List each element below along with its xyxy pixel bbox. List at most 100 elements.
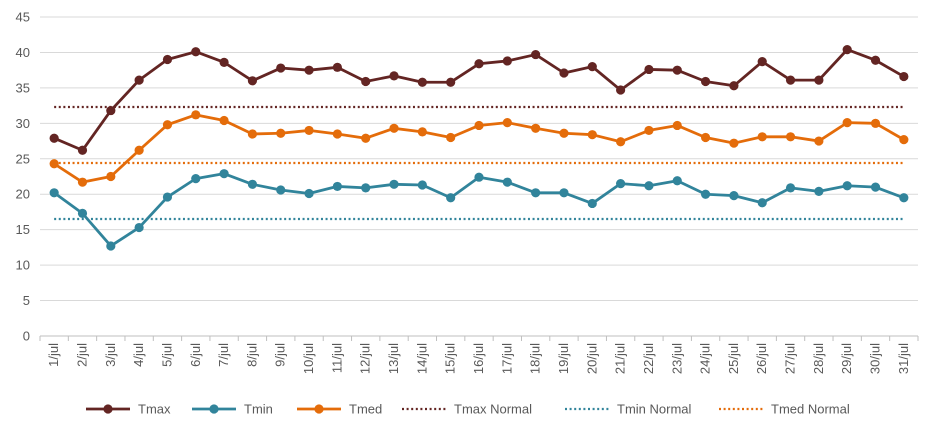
data-point-tmin — [672, 176, 682, 186]
y-tick-label: 5 — [23, 293, 30, 308]
series-group — [49, 45, 909, 251]
y-tick-label: 15 — [16, 222, 30, 237]
data-point-tmax — [389, 71, 399, 81]
data-point-tmin — [587, 198, 597, 209]
data-point-tmin — [644, 181, 654, 191]
data-point-tmin — [389, 179, 399, 189]
x-tick-label: 8/jul — [244, 343, 259, 367]
x-tick-label: 4/jul — [131, 343, 146, 367]
data-point-tmed — [389, 123, 399, 133]
x-tick-label: 14/jul — [414, 343, 429, 374]
data-point-tmin — [814, 186, 824, 196]
data-point-tmin — [49, 188, 59, 198]
data-point-tmax — [616, 85, 626, 95]
data-point-tmax — [785, 75, 796, 85]
data-point-tmed — [502, 118, 512, 128]
data-point-tmed — [531, 123, 541, 133]
data-point-tmed — [276, 128, 286, 138]
data-point-tmed — [361, 133, 371, 143]
data-point-tmin — [417, 180, 427, 190]
data-point-tmax — [531, 49, 541, 60]
legend-item-tmax: Tmax — [86, 402, 171, 417]
x-tick-label: 30/jul — [868, 343, 883, 374]
data-point-tmax — [332, 62, 342, 72]
data-point-tmed — [417, 127, 427, 137]
x-tick-label: 20/jul — [584, 343, 599, 374]
data-point-tmax — [842, 45, 852, 55]
y-tick-label: 25 — [16, 151, 30, 166]
legend-label: Tmed Normal — [771, 402, 850, 417]
data-point-tmax — [474, 59, 484, 69]
data-point-tmax — [559, 68, 569, 78]
data-point-tmin — [474, 172, 484, 182]
data-point-tmin — [361, 183, 371, 193]
series-line-tmin — [53, 172, 905, 248]
data-point-tmax — [587, 62, 597, 72]
data-point-tmed — [559, 128, 569, 138]
data-point-tmax — [644, 64, 654, 75]
data-point-tmax — [672, 65, 682, 75]
x-tick-label: 28/jul — [811, 343, 826, 374]
y-tick-label: 40 — [16, 45, 30, 60]
data-point-tmax — [106, 105, 116, 116]
x-tick-label: 12/jul — [358, 343, 373, 374]
data-point-tmin — [700, 189, 711, 199]
x-tick-label: 2/jul — [74, 343, 89, 367]
y-axis: 0 5 10 15 20 25 30 35 40 45 — [16, 10, 30, 344]
data-point-tmax — [49, 133, 59, 143]
data-point-tmax — [219, 57, 229, 67]
data-point-tmed — [219, 115, 229, 126]
data-point-tmin — [304, 188, 314, 199]
x-tick-label: 5/jul — [159, 343, 174, 367]
data-point-tmin — [531, 188, 541, 198]
data-point-tmed — [757, 132, 767, 142]
data-point-tmin — [842, 181, 852, 191]
data-point-tmin — [870, 182, 881, 192]
x-tick-label: 13/jul — [386, 343, 401, 374]
data-point-tmax — [502, 56, 512, 66]
data-point-tmed — [870, 118, 881, 128]
data-point-tmax — [191, 47, 201, 57]
data-point-tmed — [474, 120, 484, 131]
data-point-tmed — [446, 132, 456, 143]
x-tick-label: 26/jul — [754, 343, 769, 374]
data-point-tmed — [106, 171, 116, 182]
data-point-tmin — [106, 241, 116, 251]
y-tick-label: 20 — [16, 187, 30, 202]
data-point-tmed — [247, 129, 258, 139]
x-tick-label: 16/jul — [471, 343, 486, 374]
legend-label: Tmed — [349, 402, 382, 417]
x-tick-label: 6/jul — [188, 343, 203, 367]
x-tick-label: 11/jul — [329, 343, 344, 373]
x-tick-label: 25/jul — [726, 343, 741, 374]
data-point-tmin — [162, 192, 173, 202]
data-point-tmax — [757, 57, 767, 67]
x-tick-label: 7/jul — [216, 343, 231, 367]
legend-item-tmin: Tmin — [192, 402, 273, 417]
x-tick-label: 17/jul — [499, 343, 514, 374]
data-point-tmax — [446, 77, 456, 87]
data-point-tmed — [785, 132, 796, 142]
legend: Tmax Tmin Tmed Tmax Normal Tmin Normal Tmed N… — [86, 402, 850, 417]
data-point-tmin — [219, 169, 229, 179]
x-tick-label: 10/jul — [301, 343, 316, 374]
legend-marker — [314, 404, 324, 414]
data-point-tmin — [729, 191, 739, 201]
data-point-tmed — [700, 132, 711, 143]
x-tick-label: 27/jul — [783, 343, 798, 374]
data-point-tmax — [162, 54, 173, 65]
data-point-tmed — [587, 130, 597, 140]
x-tick-label: 15/jul — [443, 343, 458, 374]
legend-item-tmed-normal: Tmed Normal — [719, 402, 850, 417]
data-point-tmax — [304, 65, 314, 75]
data-point-tmax — [247, 76, 258, 86]
data-point-tmed — [332, 129, 342, 139]
data-point-tmed — [134, 145, 144, 155]
data-point-tmin — [191, 174, 201, 184]
x-tick-label: 23/jul — [669, 343, 684, 374]
legend-label: Tmin Normal — [617, 402, 692, 417]
data-point-tmin — [332, 181, 342, 192]
data-point-tmin — [899, 193, 909, 203]
x-tick-label: 29/jul — [839, 343, 854, 374]
data-point-tmin — [134, 222, 144, 233]
